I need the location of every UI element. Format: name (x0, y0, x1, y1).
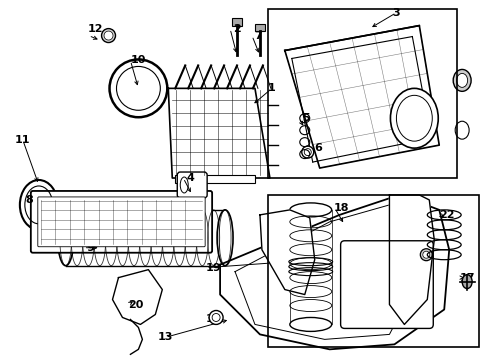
Text: 11: 11 (15, 135, 31, 145)
Text: 1: 1 (267, 84, 275, 93)
FancyBboxPatch shape (340, 241, 432, 328)
Ellipse shape (422, 251, 429, 258)
Ellipse shape (389, 88, 437, 148)
Ellipse shape (289, 203, 331, 217)
Polygon shape (285, 26, 438, 168)
Bar (267, 195, 478, 347)
Text: 10: 10 (130, 55, 146, 66)
Text: 13: 13 (157, 332, 173, 342)
FancyBboxPatch shape (38, 197, 205, 247)
Bar (232, 18, 242, 26)
Text: 22: 22 (439, 210, 454, 220)
Ellipse shape (452, 69, 470, 91)
Text: 15: 15 (205, 314, 221, 324)
Ellipse shape (209, 310, 223, 324)
Text: 18: 18 (333, 203, 348, 213)
Ellipse shape (289, 318, 331, 332)
Ellipse shape (301, 146, 313, 158)
Text: 17: 17 (458, 273, 474, 283)
Ellipse shape (102, 28, 115, 42)
Text: 14: 14 (391, 302, 407, 312)
Text: 12: 12 (88, 24, 103, 33)
Text: 7: 7 (254, 31, 261, 41)
Text: 9: 9 (86, 243, 94, 253)
Ellipse shape (461, 275, 471, 289)
Bar (267, 9, 456, 178)
Polygon shape (220, 195, 448, 349)
Ellipse shape (456, 73, 467, 87)
Bar (289, 210, 331, 324)
Polygon shape (388, 195, 433, 324)
Polygon shape (112, 270, 162, 324)
Text: 20: 20 (127, 300, 143, 310)
Ellipse shape (217, 210, 233, 266)
Text: 2: 2 (233, 24, 241, 33)
Text: 3: 3 (392, 8, 399, 18)
FancyBboxPatch shape (31, 191, 212, 253)
Text: 8: 8 (25, 195, 33, 205)
Ellipse shape (58, 210, 74, 266)
Ellipse shape (420, 249, 431, 261)
Ellipse shape (104, 31, 113, 40)
Bar (175, 175, 254, 183)
Polygon shape (168, 88, 269, 178)
Text: 5: 5 (301, 113, 309, 123)
Text: 4: 4 (186, 173, 194, 183)
Text: 16: 16 (419, 243, 434, 253)
Bar (254, 24, 264, 31)
Text: 21: 21 (269, 260, 285, 270)
Text: 6: 6 (313, 143, 321, 153)
Polygon shape (260, 210, 314, 294)
FancyBboxPatch shape (177, 172, 207, 198)
Ellipse shape (20, 180, 58, 230)
Text: 19: 19 (205, 263, 221, 273)
